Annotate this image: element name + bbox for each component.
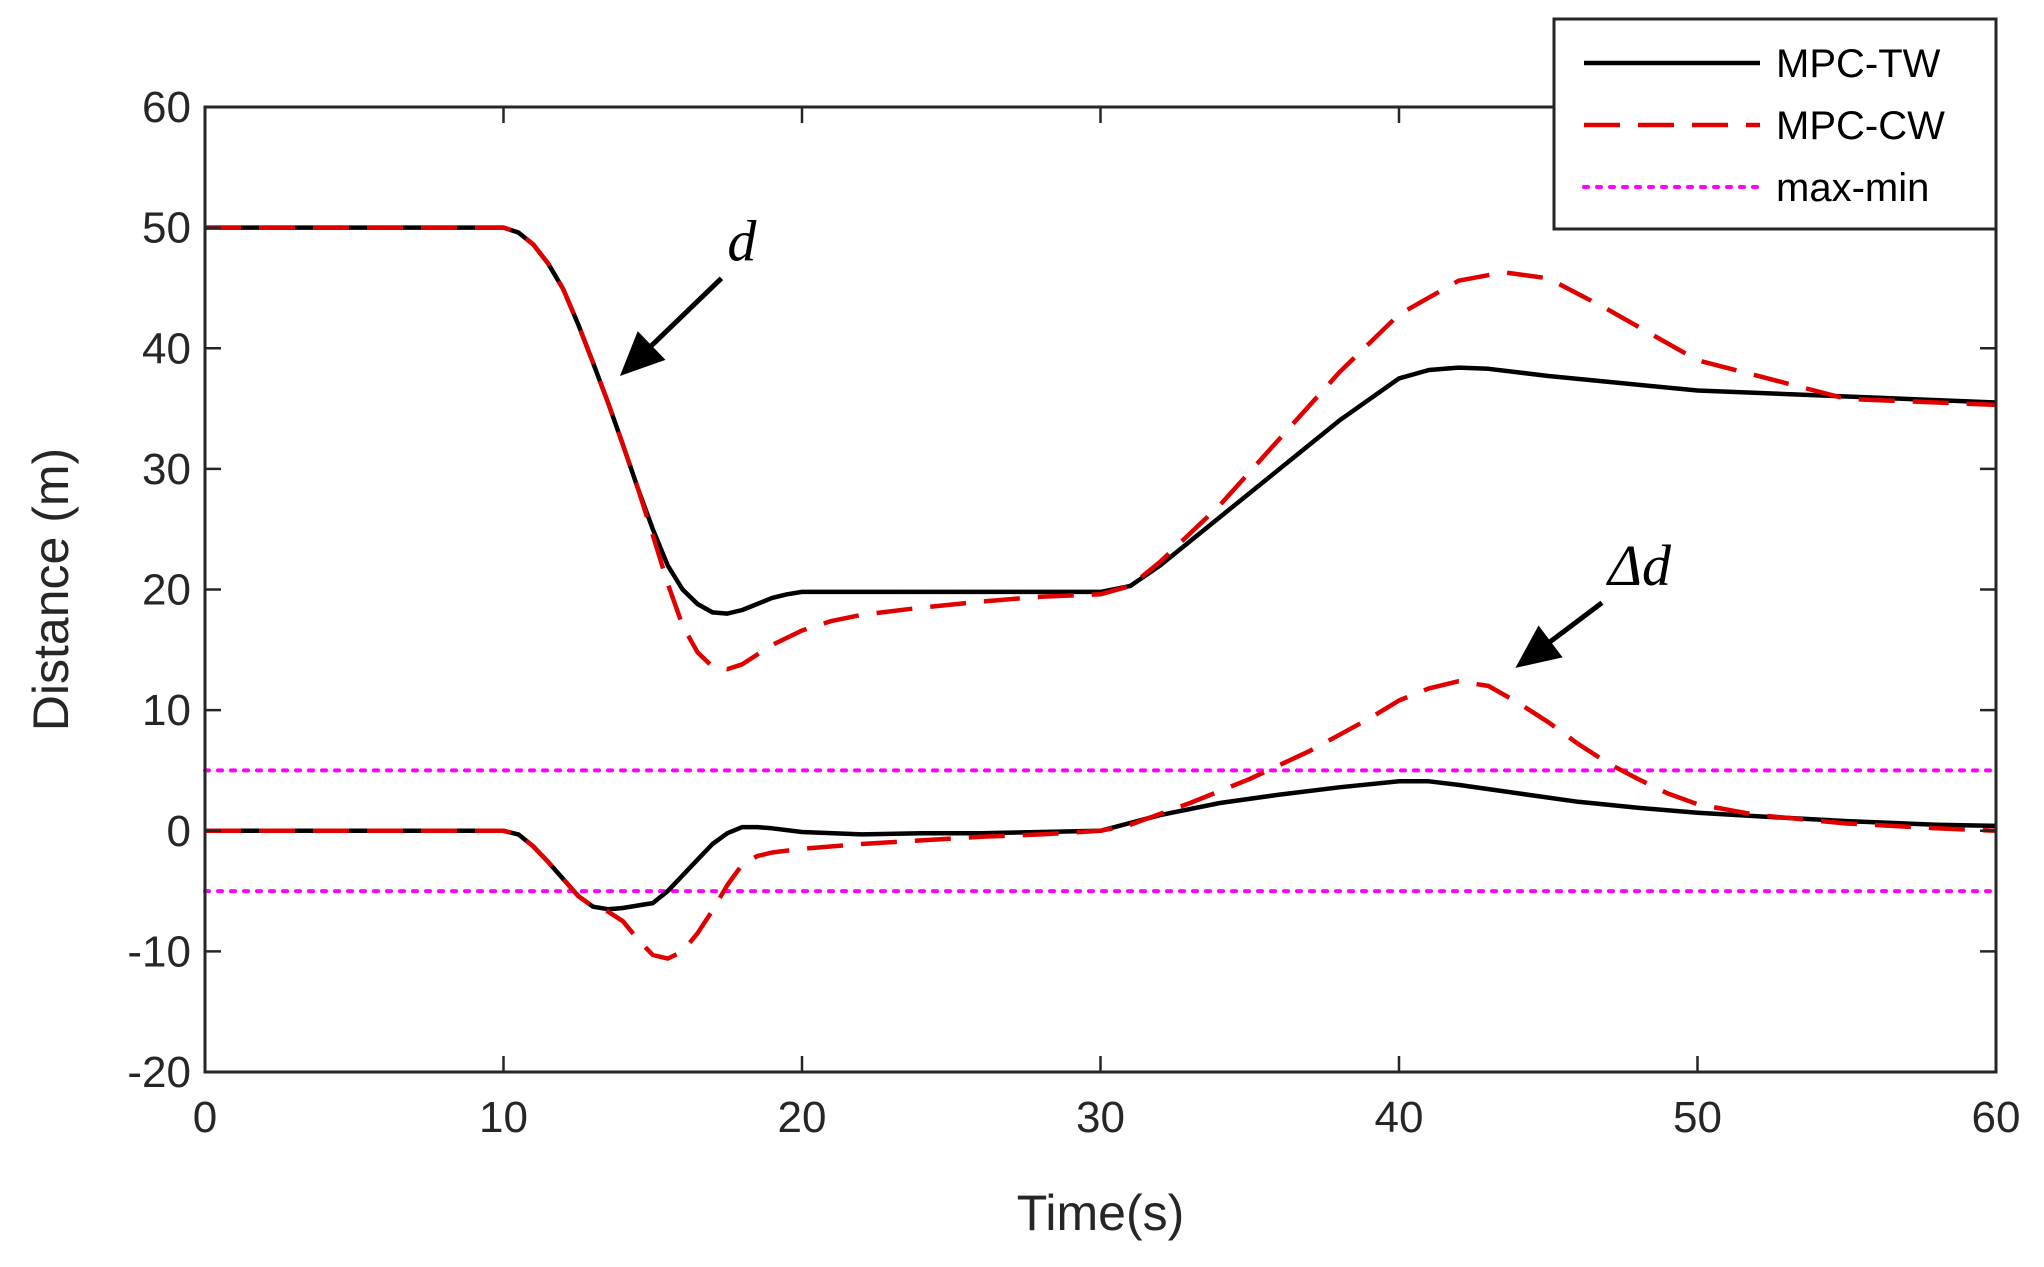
x-tick-label: 40	[1375, 1093, 1424, 1142]
x-tick-label: 50	[1673, 1093, 1722, 1142]
x-tick-label: 10	[479, 1093, 528, 1142]
annotation-layer: d Δd	[619, 208, 1672, 668]
x-tick-label: 20	[778, 1093, 827, 1142]
y-tick-label: 20	[142, 566, 191, 615]
annotation-label: d	[727, 208, 757, 273]
series-line-3	[205, 678, 1997, 961]
annotation-arrow-shaft	[1544, 600, 1604, 648]
x-tick-label: 30	[1076, 1093, 1125, 1142]
y-tick-label: 60	[142, 83, 191, 132]
y-axis-label: Distance (m)	[23, 448, 79, 731]
legend-label: max-min	[1776, 166, 1929, 210]
annotation-label: Δd	[1606, 533, 1672, 598]
y-tick-label: 40	[142, 324, 191, 373]
y-tick-label: 10	[142, 686, 191, 735]
data-layer	[203, 225, 1998, 961]
y-tick-label: 50	[142, 204, 191, 253]
x-tick-label: 0	[193, 1093, 217, 1142]
tick-layer: 0 10 20 30 40 50 60 -20 -10 0 10 20 30 40 50 60	[127, 83, 2020, 1142]
y-tick-label: 30	[142, 445, 191, 494]
y-tick-label: 0	[167, 807, 191, 856]
legend-label: MPC-CW	[1776, 104, 1945, 148]
series-line-1	[205, 225, 1997, 672]
y-tick-label: -20	[127, 1048, 191, 1097]
legend-box	[1552, 17, 1998, 231]
x-axis-label: Time(s)	[1017, 1185, 1185, 1241]
annotation-arrow-shaft	[645, 276, 724, 352]
legend: MPC-TW MPC-CW max-min	[1552, 17, 1998, 231]
x-tick-label: 60	[1972, 1093, 2021, 1142]
annotation-arrow-head	[619, 331, 666, 376]
y-tick-label: -10	[127, 927, 191, 976]
legend-label: MPC-TW	[1776, 42, 1941, 86]
annotation-arrow-head	[1515, 625, 1563, 668]
